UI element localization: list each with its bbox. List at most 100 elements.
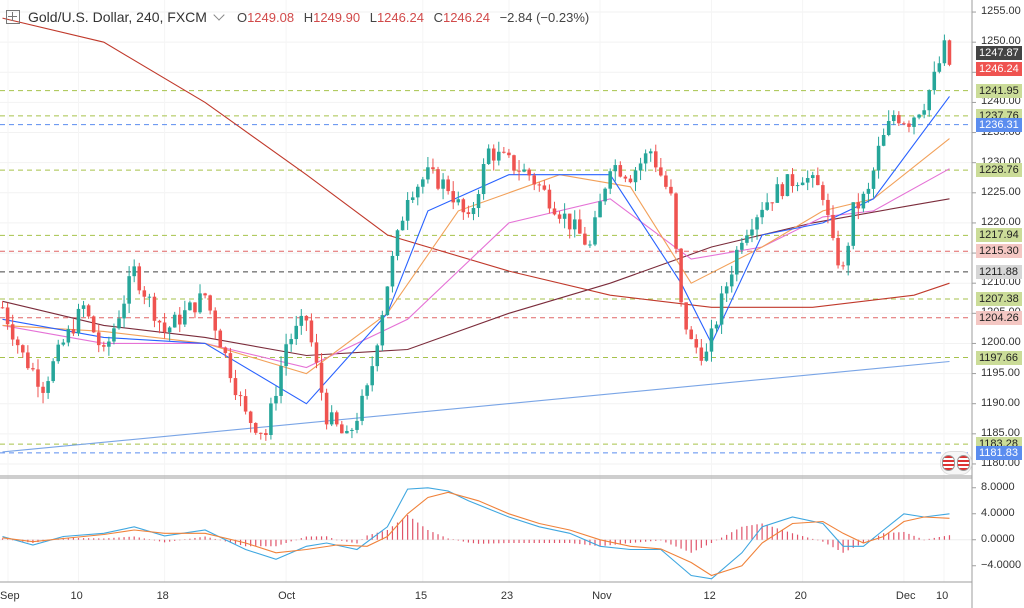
macd-histogram-bar (153, 539, 156, 541)
macd-histogram-bar (290, 539, 292, 542)
macd-histogram-bar (361, 539, 363, 540)
macd-histogram-bar (407, 515, 409, 540)
candle-body (871, 170, 876, 189)
candle-body (765, 202, 769, 210)
macd-histogram-bar (634, 539, 637, 543)
candle-body (15, 339, 20, 346)
candle-body (578, 219, 582, 234)
candle-body (664, 175, 668, 187)
candle-body (26, 352, 30, 369)
macd-histogram-bar (584, 539, 586, 545)
macd-line (2, 487, 950, 580)
candle-body (107, 341, 111, 347)
macd-histogram-bar (508, 539, 510, 543)
candle-body (365, 385, 369, 396)
macd-histogram-bar (766, 525, 768, 540)
macd-histogram-bar (123, 537, 125, 540)
macd-histogram-bar (751, 525, 753, 540)
macd-histogram-bar (108, 538, 110, 540)
candle-body (689, 329, 693, 340)
candle-body (497, 151, 501, 161)
candle-body (233, 378, 238, 396)
macd-histogram-bar (533, 539, 535, 543)
candle-body (476, 194, 481, 209)
candle-body (157, 320, 162, 323)
macd-histogram-bar (396, 522, 399, 540)
candle-body (355, 420, 359, 430)
macd-histogram-bar (275, 539, 277, 547)
macd-histogram-bar (148, 539, 150, 540)
candle-body (253, 422, 258, 433)
candle-body (527, 169, 531, 176)
ohlc-values: O1249.08 H1249.90 L1246.24 C1246.24 −2.8… (231, 10, 589, 25)
x-tick-label: Nov (592, 590, 612, 602)
candle-body (608, 171, 612, 189)
candle-body (851, 202, 856, 246)
level-price-label: 1217.94 (976, 228, 1022, 243)
macd-histogram-bar (315, 536, 318, 540)
candle-body (436, 169, 440, 189)
low-value: 1246.24 (376, 9, 424, 25)
us-flag-icon[interactable] (940, 451, 972, 475)
macd-histogram-bar (827, 539, 829, 545)
candle-body (907, 123, 911, 127)
macd-histogram-bar (837, 539, 839, 550)
y-tick-label: 1185.00 (981, 426, 1020, 439)
candle-body (421, 179, 425, 187)
candle-body (431, 167, 435, 170)
candle-body (96, 332, 101, 346)
candle-body (729, 274, 734, 287)
macd-histogram-bar (715, 539, 718, 541)
macd-histogram-bar (209, 537, 211, 540)
macd-histogram-bar (194, 537, 196, 540)
macd-histogram-bar (391, 526, 394, 540)
candle-body (152, 296, 157, 321)
candle-body (709, 328, 714, 352)
macd-histogram-bar (163, 539, 166, 543)
candle-body (370, 366, 374, 386)
candle-body (71, 329, 76, 334)
macd-histogram-bar (442, 536, 444, 540)
candle-body (76, 308, 81, 334)
macd-histogram-bar (867, 539, 870, 541)
candle-body (846, 245, 850, 266)
x-tick-label: 10 (70, 590, 83, 602)
macd-histogram-bar (665, 539, 667, 543)
chevron-down-icon[interactable] (213, 9, 225, 21)
candle-body (795, 185, 800, 187)
candle-body (537, 184, 542, 186)
candle-body (66, 329, 71, 343)
macd-y-tick-label: 4.0000 (981, 506, 1015, 519)
candle-body (659, 167, 663, 176)
macd-histogram-bar (472, 539, 475, 544)
macd-histogram-bar (12, 539, 14, 541)
macd-histogram-bar (204, 536, 206, 540)
level-price-label: 1236.31 (976, 117, 1022, 132)
macd-histogram-bar (528, 539, 530, 543)
candle-body (410, 197, 415, 200)
candle-body (881, 134, 886, 146)
macd-histogram-bar (518, 539, 520, 543)
macd-histogram-bar (791, 533, 794, 540)
candle-body (350, 429, 354, 431)
macd-histogram-bar (412, 518, 414, 540)
plus-box-icon[interactable] (6, 10, 20, 24)
candle-body (309, 320, 314, 343)
candle-body (922, 110, 926, 115)
macd-histogram-bar (726, 534, 728, 540)
x-tick-label: 10 (936, 590, 949, 602)
candle-body (360, 395, 364, 421)
macd-histogram-bar (893, 532, 895, 540)
candle-body (755, 217, 759, 230)
candle-body (517, 170, 521, 172)
candle-body (623, 176, 628, 179)
macd-histogram-bar (543, 539, 545, 543)
candle-body (380, 315, 385, 346)
candle-body (567, 213, 572, 230)
candle-body (269, 403, 273, 435)
candle-body (456, 199, 461, 203)
candle-body (583, 233, 587, 245)
candle-body (243, 396, 248, 412)
candle-body (41, 386, 45, 393)
